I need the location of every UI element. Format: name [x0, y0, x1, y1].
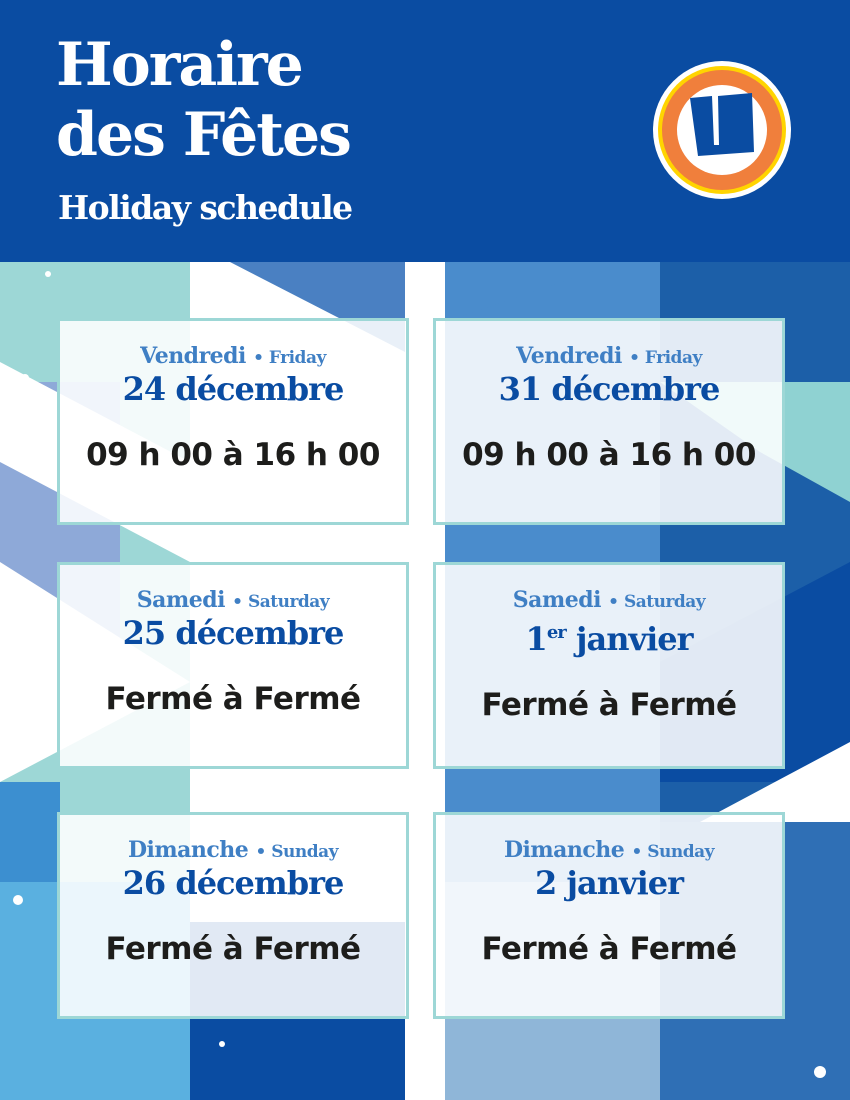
- schedule-card-dec-25: Samedi • Saturday 25 décembre Fermé à Fe…: [57, 562, 409, 769]
- date-label: 24 décembre: [122, 370, 345, 408]
- page-title: Horaire des Fêtes: [56, 30, 352, 170]
- schedule-card-dec-24: Vendredi • Friday 24 décembre 09 h 00 à …: [57, 318, 409, 525]
- day-label: Vendredi • Friday: [516, 343, 702, 369]
- date-label: 2 janvier: [535, 864, 684, 902]
- schedule-card-jan-1: Samedi • Saturday 1er janvier Fermé à Fe…: [433, 562, 785, 769]
- hours-label: Fermé à Fermé: [105, 681, 361, 717]
- hours-label: 09 h 00 à 16 h 00: [86, 437, 380, 473]
- day-label: Samedi • Saturday: [136, 587, 330, 613]
- title-line-1: Horaire: [56, 30, 304, 100]
- hours-label: Fermé à Fermé: [481, 687, 737, 723]
- date-label: 1er janvier: [525, 620, 694, 658]
- u-store-logo-icon: [653, 61, 791, 199]
- date-label: 25 décembre: [122, 614, 345, 652]
- date-label: 31 décembre: [498, 370, 721, 408]
- day-label: Dimanche • Sunday: [127, 837, 339, 863]
- hours-label: 09 h 00 à 16 h 00: [462, 437, 756, 473]
- day-label: Samedi • Saturday: [512, 587, 706, 613]
- hours-label: Fermé à Fermé: [105, 931, 361, 967]
- title-line-2: des Fêtes: [56, 100, 352, 170]
- day-label: Vendredi • Friday: [140, 343, 326, 369]
- day-label: Dimanche • Sunday: [503, 837, 715, 863]
- schedule-card-jan-2: Dimanche • Sunday 2 janvier Fermé à Ferm…: [433, 812, 785, 1019]
- header-banner: Horaire des Fêtes Holiday schedule: [0, 0, 850, 262]
- date-label: 26 décembre: [122, 864, 345, 902]
- page-subtitle: Holiday schedule: [58, 188, 353, 227]
- hours-label: Fermé à Fermé: [481, 931, 737, 967]
- schedule-card-dec-31: Vendredi • Friday 31 décembre 09 h 00 à …: [433, 318, 785, 525]
- schedule-card-dec-26: Dimanche • Sunday 26 décembre Fermé à Fe…: [57, 812, 409, 1019]
